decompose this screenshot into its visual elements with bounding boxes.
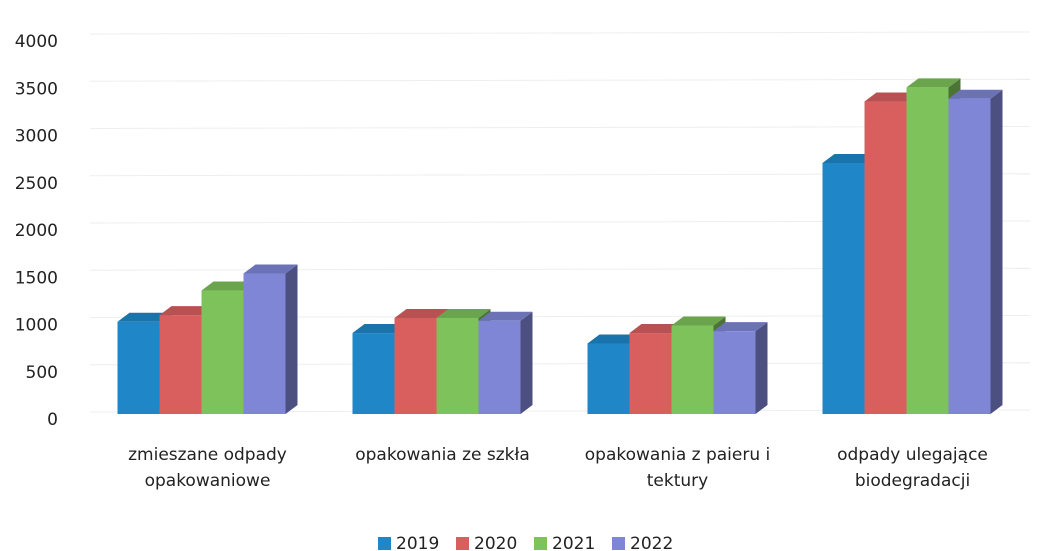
- bar: [713, 331, 756, 414]
- bar-top: [671, 316, 726, 326]
- bar-top: [243, 264, 298, 274]
- y-tick-label: 3500: [15, 79, 58, 99]
- bar: [436, 317, 479, 414]
- bar: [671, 325, 714, 414]
- bar-top: [478, 311, 533, 321]
- y-tick-label: 4000: [15, 32, 58, 52]
- y-tick-label: 1500: [15, 268, 58, 288]
- bar: [587, 343, 630, 414]
- x-tick-label: zmieszane odpady opakowaniowe: [128, 445, 287, 491]
- bar: [352, 333, 395, 414]
- legend-swatch: [534, 537, 547, 550]
- y-tick-label: 2000: [15, 221, 58, 241]
- x-tick-label: odpady ulegające biodegradacji: [837, 445, 988, 491]
- bar: [159, 315, 202, 414]
- bar: [629, 333, 672, 414]
- bar: [478, 320, 521, 414]
- bar-top: [713, 322, 768, 332]
- bar: [864, 101, 907, 414]
- bar-top: [159, 306, 214, 316]
- grid-line: [89, 78, 1031, 82]
- bar-top: [822, 153, 877, 163]
- y-tick-label: 500: [26, 363, 58, 383]
- bar-top: [629, 324, 684, 334]
- bar-top: [864, 92, 919, 102]
- y-tick-label: 2500: [15, 174, 58, 194]
- y-tick-label: 0: [47, 410, 58, 430]
- bar-side: [520, 311, 533, 414]
- y-tick-label: 1000: [15, 316, 58, 336]
- bar-top: [436, 308, 491, 318]
- bar: [394, 317, 437, 414]
- bar: [948, 98, 991, 414]
- bar: [822, 162, 865, 414]
- bar: [243, 273, 286, 414]
- bar-side: [990, 89, 1003, 414]
- legend-label: 2019: [396, 534, 439, 551]
- legend-label: 2021: [552, 534, 595, 551]
- bar-top: [587, 334, 642, 344]
- grid-line: [89, 31, 1031, 35]
- bar-side: [755, 322, 768, 414]
- y-tick-label: 3000: [15, 127, 58, 147]
- bar: [201, 290, 244, 414]
- bar-top: [117, 312, 172, 322]
- legend-swatch: [378, 537, 391, 550]
- bar-top: [906, 78, 961, 88]
- legend-swatch: [612, 537, 625, 550]
- bar-side: [285, 264, 298, 414]
- bar: [117, 321, 160, 414]
- legend-swatch: [456, 537, 469, 550]
- x-tick-label: opakowania ze szkła: [355, 445, 530, 465]
- bar-top: [948, 89, 1003, 99]
- bar: [906, 87, 949, 415]
- legend-label: 2020: [474, 534, 517, 551]
- bar-top: [201, 281, 256, 291]
- legend-label: 2022: [630, 534, 673, 551]
- bar-top: [352, 324, 407, 334]
- x-tick-label: opakowania z paieru i tektury: [584, 445, 771, 491]
- bar-top: [394, 308, 449, 318]
